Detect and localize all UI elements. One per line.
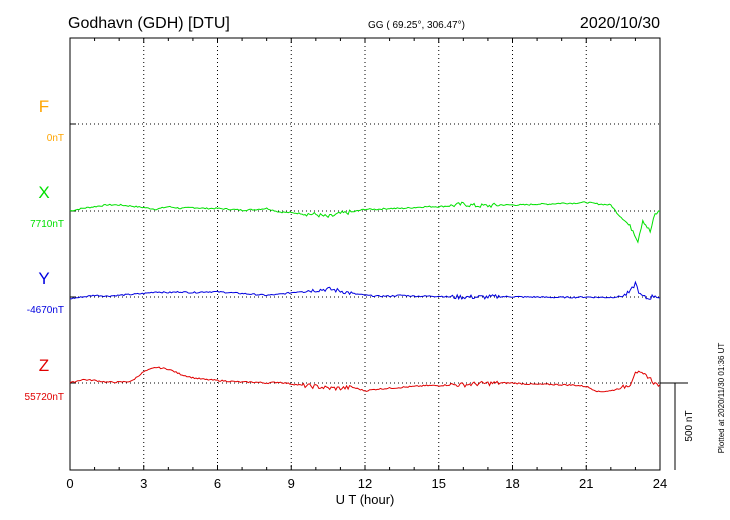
plot-date: 2020/10/30 — [580, 15, 660, 32]
scale-bar: 500 nT — [660, 382, 695, 470]
x-tick-label: 3 — [140, 476, 147, 491]
channel-baseline-x: 7710nT — [30, 219, 64, 230]
station-title: Godhavn (GDH) [DTU] — [68, 15, 230, 32]
series-line-x — [69, 201, 661, 244]
channel-name-x: X — [38, 183, 49, 202]
x-tick-label: 15 — [432, 476, 446, 491]
channel-baseline-y: -4670nT — [27, 305, 64, 316]
channel-baseline-f: 0nT — [47, 133, 64, 144]
x-axis-label: U T (hour) — [336, 492, 395, 507]
channel-name-y: Y — [38, 269, 49, 288]
grid — [70, 38, 660, 470]
series-lines — [69, 201, 661, 393]
x-tick-label: 12 — [358, 476, 372, 491]
channel-baseline-z: 55720nT — [25, 392, 64, 403]
x-tick-label: 18 — [505, 476, 519, 491]
channel-name-z: Z — [39, 356, 49, 375]
scale-bar-label: 500 nT — [684, 410, 695, 441]
x-tick-label: 24 — [653, 476, 667, 491]
channel-name-f: F — [39, 97, 49, 116]
x-tick-label: 6 — [214, 476, 221, 491]
station-coordinates: GG ( 69.25°, 306.47°) — [368, 20, 465, 31]
plotted-timestamp: Plotted at 2020/11/30 01:36 UT — [717, 343, 726, 454]
x-tick-label: 0 — [66, 476, 73, 491]
series-line-z — [69, 366, 661, 393]
x-tick-label: 21 — [579, 476, 593, 491]
channel-labels: F 0nT X 7710nT Y -4670nT Z 55720nT — [25, 97, 64, 403]
x-tick-label: 9 — [288, 476, 295, 491]
series-line-y — [69, 280, 661, 301]
x-axis-ticks: 0 3 6 9 12 15 18 21 24 — [66, 38, 667, 491]
